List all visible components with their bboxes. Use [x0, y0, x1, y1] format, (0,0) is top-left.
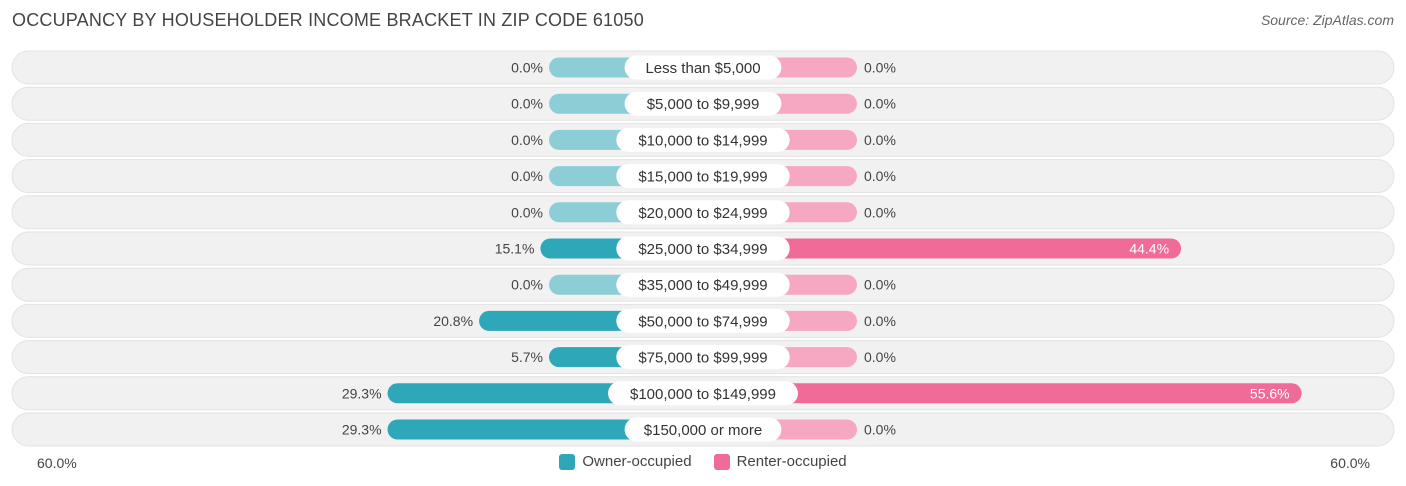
- category-pill: [616, 164, 790, 189]
- diverging-bar-chart: 0.0% 0.0% Less than $5,000 0.0% 0.0% $5,000 t…: [11, 50, 1395, 447]
- category-pill: [616, 127, 790, 152]
- category-pill: [624, 91, 782, 116]
- owner-value-label: 0.0%: [511, 60, 543, 76]
- category-pill: [616, 308, 790, 333]
- category-label: $100,000 to $149,999: [630, 386, 776, 403]
- legend-swatch-renter: [713, 453, 730, 470]
- chart-source: Source: ZipAtlas.com: [1260, 12, 1394, 28]
- owner-value-label: 29.3%: [342, 385, 382, 401]
- category-label: $75,000 to $99,999: [638, 350, 767, 367]
- chart-title: OCCUPANCY BY HOUSEHOLDER INCOME BRACKET …: [12, 10, 644, 30]
- legend-label-renter: Renter-occupied: [736, 453, 847, 470]
- renter-value-label: 55.6%: [1250, 385, 1290, 401]
- category-label: Less than $5,000: [645, 60, 760, 77]
- renter-value-label: 0.0%: [864, 132, 896, 148]
- renter-value-label: 0.0%: [864, 349, 896, 365]
- category-label: $25,000 to $34,999: [638, 241, 767, 258]
- owner-value-label: 15.1%: [495, 241, 535, 257]
- category-label: $20,000 to $24,999: [638, 205, 767, 222]
- renter-value-label: 0.0%: [864, 422, 896, 438]
- axis-max-label: 60.0%: [1330, 455, 1370, 471]
- category-label: $5,000 to $9,999: [647, 96, 760, 113]
- legend: Owner-occupied Renter-occupied: [0, 453, 1406, 470]
- renter-value-label: 0.0%: [864, 277, 896, 293]
- category-label: $150,000 or more: [644, 422, 762, 439]
- category-pill: [624, 55, 782, 80]
- renter-value-label: 0.0%: [864, 96, 896, 112]
- owner-value-label: 0.0%: [511, 96, 543, 112]
- category-pill: [616, 236, 790, 261]
- category-label: $10,000 to $14,999: [638, 132, 767, 149]
- renter-value-label: 0.0%: [864, 204, 896, 220]
- owner-value-label: 0.0%: [511, 204, 543, 220]
- category-label: $50,000 to $74,999: [638, 313, 767, 330]
- category-pill: [616, 345, 790, 370]
- category-pill: [624, 417, 782, 442]
- category-label: $35,000 to $49,999: [638, 277, 767, 294]
- owner-bar: [387, 419, 703, 440]
- renter-bar: [703, 383, 1302, 404]
- category-label: $15,000 to $19,999: [638, 169, 767, 186]
- category-pill: [608, 381, 798, 406]
- category-pill: [616, 272, 790, 297]
- owner-value-label: 5.7%: [511, 349, 543, 365]
- category-pill: [616, 200, 790, 225]
- owner-value-label: 20.8%: [433, 313, 473, 329]
- legend-item-renter[interactable]: Renter-occupied: [713, 453, 847, 470]
- renter-value-label: 44.4%: [1129, 241, 1169, 257]
- axis-min-label: 60.0%: [37, 455, 77, 471]
- legend-item-owner[interactable]: Owner-occupied: [559, 453, 692, 470]
- owner-value-label: 0.0%: [511, 132, 543, 148]
- owner-value-label: 0.0%: [511, 277, 543, 293]
- renter-value-label: 0.0%: [864, 60, 896, 76]
- owner-value-label: 0.0%: [511, 168, 543, 184]
- legend-label-owner: Owner-occupied: [582, 453, 692, 470]
- renter-bar: [703, 238, 1182, 259]
- owner-value-label: 29.3%: [342, 422, 382, 438]
- legend-swatch-owner: [559, 453, 576, 470]
- renter-value-label: 0.0%: [864, 313, 896, 329]
- renter-value-label: 0.0%: [864, 168, 896, 184]
